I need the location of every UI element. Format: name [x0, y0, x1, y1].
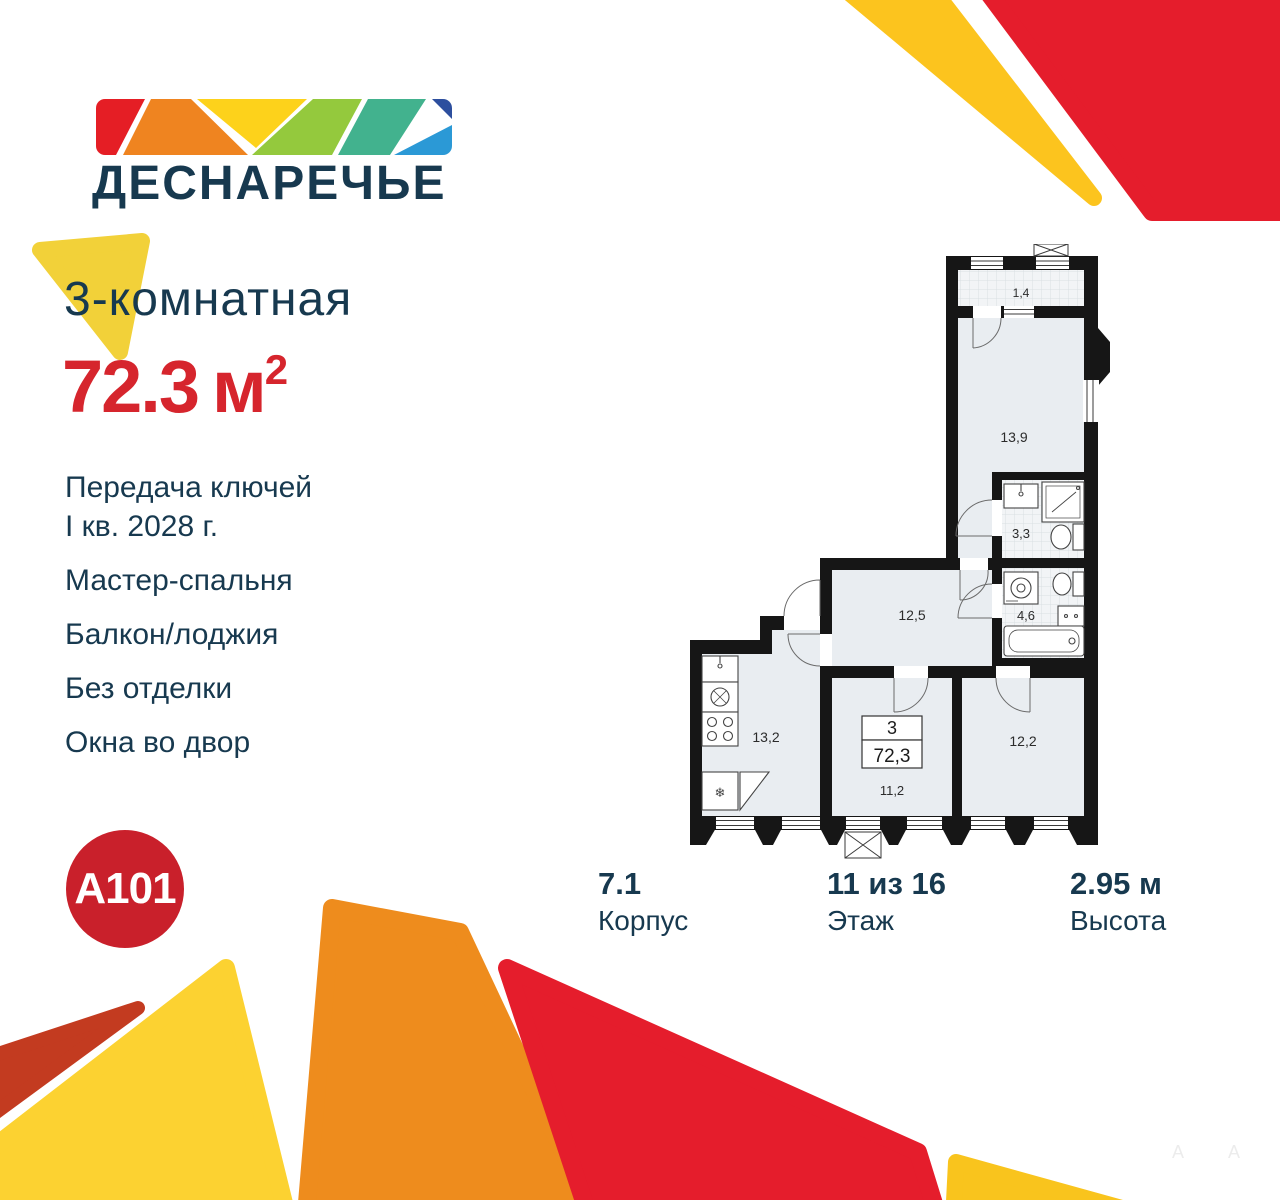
room-label-room-middle: 11,2	[880, 783, 904, 798]
room-label-bathroom-small: 3,3	[1012, 526, 1030, 541]
developer-logo-text: А101	[74, 864, 176, 913]
room-label-kitchen: 13,2	[752, 729, 779, 745]
feature-line: Передача ключей	[65, 471, 313, 504]
logo-piece-teal	[338, 99, 426, 155]
watermark: А А	[1172, 1142, 1240, 1163]
logo-piece-orange	[123, 99, 248, 155]
floor-plan: ❄ 3 72,3 1,4 13,9	[690, 244, 1110, 859]
decor-red-top-right	[982, 0, 1280, 221]
decor-yellow-top-left	[32, 233, 150, 360]
stat-floor-label: Этаж	[827, 905, 894, 936]
decor-yellow-bottom-right	[946, 1154, 1123, 1200]
unit-total-area: 72,3	[874, 746, 911, 767]
logo-piece-lightgreen	[252, 99, 362, 155]
room-label-bathroom-large: 4,6	[1017, 608, 1035, 623]
bathtub-icon	[1003, 625, 1085, 657]
feature-keys-handover: Передача ключей I кв. 2028 г.	[65, 468, 312, 546]
project-logo-mosaic	[96, 99, 452, 155]
fridge-icon	[701, 771, 739, 811]
room-labels: 1,4 13,9 3,3 4,6 12,5 13,2 11,2 12,2	[752, 286, 1036, 798]
logo-piece-yellow	[197, 99, 307, 148]
feature-master-bedroom: Мастер-спальня	[65, 564, 293, 597]
area-value: 72.3	[62, 345, 200, 428]
stat-building-value: 7.1	[598, 866, 642, 901]
corner-counter-icon	[739, 771, 771, 812]
stat-floor-value: 11 из 16	[827, 866, 946, 901]
decor-rust-sliver	[0, 1001, 145, 1119]
watermark-letter: А	[1228, 1142, 1241, 1162]
apartment-area: 72.3 м2	[62, 344, 288, 429]
developer-logo: А101	[66, 830, 184, 948]
stat-ceiling-height-value: 2.95 м	[1070, 866, 1162, 901]
stove-icon	[701, 711, 739, 747]
room-label-balcony: 1,4	[1013, 286, 1030, 300]
logo-piece-darkblue	[432, 99, 452, 119]
ac-unit-icon	[844, 244, 1069, 859]
snowflake-icon: ❄	[715, 785, 726, 800]
plan-window-frames	[716, 260, 1094, 826]
feature-yard-windows: Окна во двор	[65, 726, 251, 759]
feature-balcony: Балкон/лоджия	[65, 618, 279, 651]
room-label-master-bedroom: 13,9	[1000, 429, 1027, 445]
area-power: 2	[264, 346, 289, 393]
room-label-room-right: 12,2	[1009, 733, 1036, 749]
logo-piece-red	[96, 99, 145, 155]
decor-orange-bottom	[298, 899, 596, 1200]
project-name: ДЕСНАРЕЧЬЕ	[92, 157, 447, 210]
stat-building-label: Корпус	[598, 905, 689, 936]
logo-piece-lightblue	[394, 125, 452, 155]
plan-door-arcs	[783, 317, 1031, 713]
stat-ceiling-height: 2.95 м Высота	[1070, 866, 1166, 937]
stat-building: 7.1 Корпус	[598, 866, 688, 937]
plan-room-floors	[700, 270, 1084, 816]
toilet-icon	[1072, 571, 1085, 597]
decor-yellow-bottom	[0, 959, 293, 1200]
unit-label-box: 3 72,3	[861, 715, 923, 769]
unit-rooms-count: 3	[887, 718, 897, 738]
watermark-letter: А	[1172, 1142, 1185, 1162]
decor-yellow-top-right	[844, 0, 1102, 206]
feature-list: Передача ключей I кв. 2028 г. Мастер-спал…	[65, 468, 312, 777]
stat-floor: 11 из 16 Этаж	[827, 866, 946, 937]
toilet-icon	[1072, 523, 1085, 551]
apartment-type-title: 3-комнатная	[64, 273, 353, 326]
feature-line: I кв. 2028 г.	[65, 510, 219, 543]
room-label-hallway: 12,5	[898, 607, 925, 623]
decor-red-bottom	[498, 959, 943, 1200]
stat-ceiling-height-label: Высота	[1070, 905, 1167, 936]
feature-no-finishing: Без отделки	[65, 672, 233, 705]
sink-icon	[1057, 605, 1085, 627]
plan-fixtures	[701, 481, 1085, 812]
area-unit: м	[212, 345, 267, 428]
